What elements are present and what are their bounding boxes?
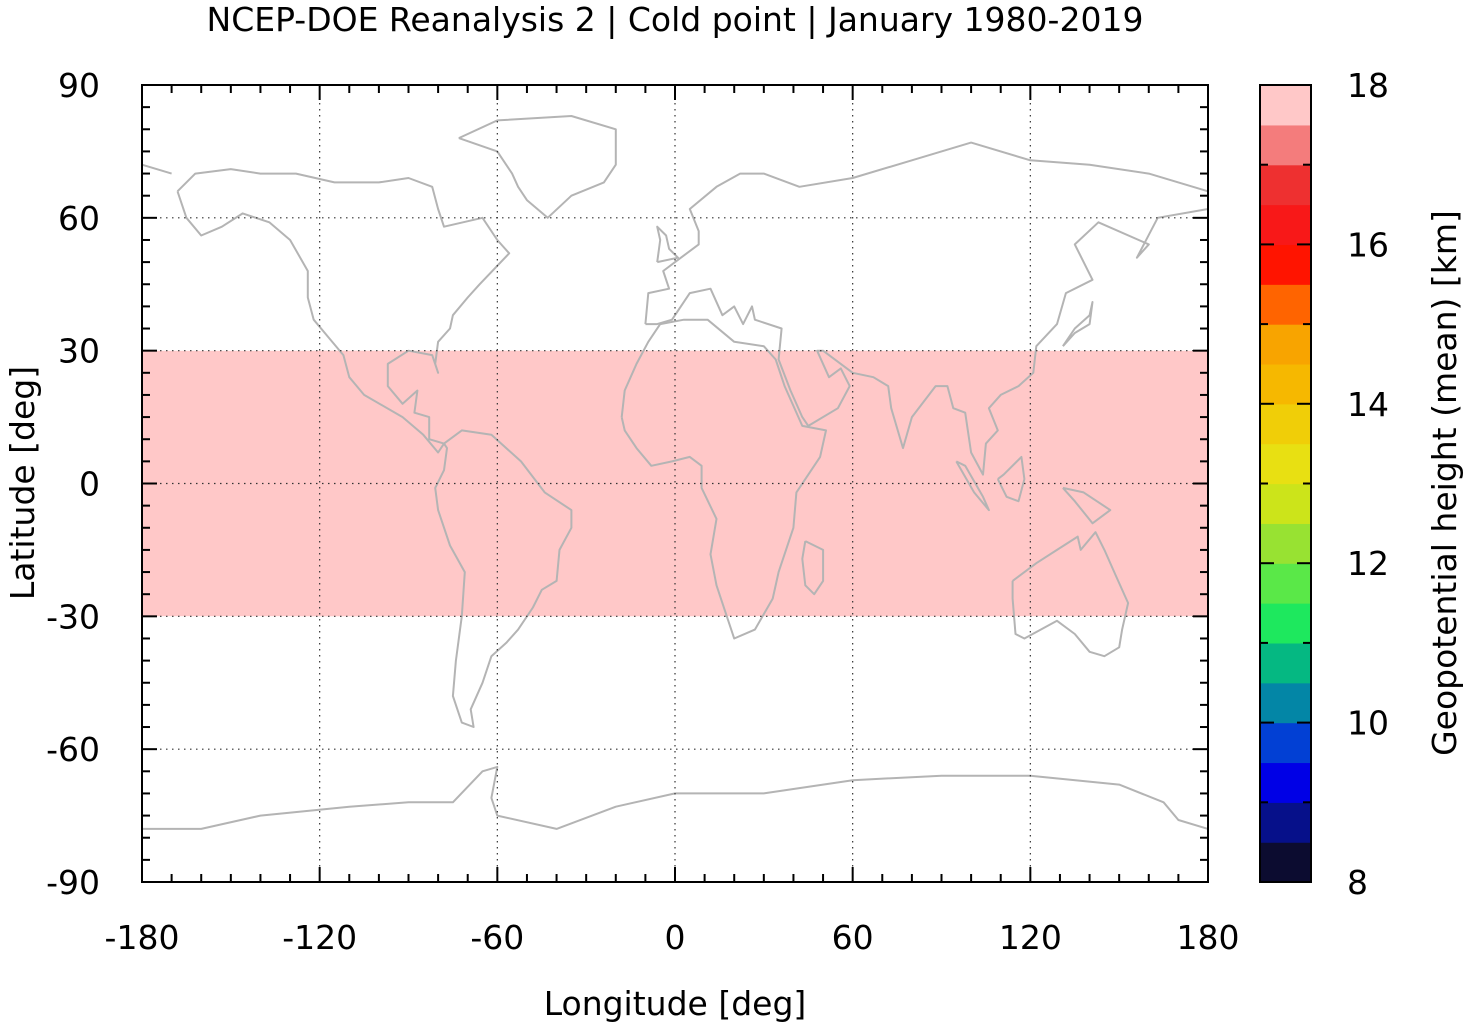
y-tick-labels: -90 -60 -30 0 30 60 90 xyxy=(46,66,100,902)
colorbar-swatch xyxy=(1260,483,1311,524)
coastline-12 xyxy=(1062,486,1112,525)
colorbar-label: Geopotential height (mean) [km] xyxy=(1425,210,1464,756)
heatmap-region-4 xyxy=(817,576,1001,617)
colorbar-tick-label: 8 xyxy=(1347,863,1368,902)
heatmap-region-3 xyxy=(550,510,732,617)
chart-title: NCEP-DOE Reanalysis 2 | Cold point | Jan… xyxy=(207,0,1144,39)
coastline-7 xyxy=(801,540,825,596)
colorbar-swatch xyxy=(1260,363,1311,405)
colorbar-swatch xyxy=(1260,244,1311,285)
y-tick-label: 60 xyxy=(58,199,100,238)
colorbar-tick-label: 14 xyxy=(1347,385,1389,424)
coastline-10 xyxy=(955,460,990,512)
x-tick-label: -120 xyxy=(282,918,357,957)
plot-area xyxy=(142,350,1208,617)
coastline-0 xyxy=(176,168,511,454)
colorbar-swatch xyxy=(1260,85,1311,126)
colorbar-tick-label: 18 xyxy=(1347,66,1389,105)
colorbar-swatch xyxy=(1260,682,1311,724)
colorbar-swatch xyxy=(1260,642,1311,684)
x-tick-labels: -180 -120 -60 0 60 120 180 xyxy=(105,918,1240,957)
colorbar-swatch xyxy=(1260,842,1311,883)
coastline-outlines xyxy=(141,115,1209,830)
y-tick-label: 90 xyxy=(58,66,100,105)
colorbar-swatch xyxy=(1260,124,1311,166)
colorbar-swatch xyxy=(1260,324,1311,365)
y-tick-label: 0 xyxy=(79,465,100,504)
coastline-5 xyxy=(458,115,617,219)
colorbar-swatch xyxy=(1260,523,1311,564)
x-axis-label: Longitude [deg] xyxy=(544,984,807,1023)
coastline-6 xyxy=(142,765,1209,830)
colorbar-swatch xyxy=(1260,603,1311,644)
x-tick-label: -180 xyxy=(105,918,180,957)
coastline-13 xyxy=(141,163,172,175)
coastline-9 xyxy=(1062,301,1094,347)
heatmap-region-1 xyxy=(251,350,542,617)
colorbar-swatch xyxy=(1260,563,1311,604)
coastline-2 xyxy=(620,318,827,640)
x-tick-label: 120 xyxy=(999,918,1062,957)
coastline-4 xyxy=(1011,531,1130,658)
colorbar xyxy=(1259,84,1312,883)
x-tick-label: 0 xyxy=(665,918,686,957)
coastline-8 xyxy=(656,225,679,264)
colorbar-swatch xyxy=(1260,722,1311,764)
colorbar-swatch xyxy=(1260,443,1311,485)
y-tick-label: -30 xyxy=(46,597,100,636)
colorbar-swatch xyxy=(1260,762,1311,803)
heatmap-region-5 xyxy=(917,350,989,378)
colorbar-swatch xyxy=(1260,802,1311,843)
y-axis-label: Latitude [deg] xyxy=(3,366,42,600)
coastline-11 xyxy=(996,455,1026,503)
gridlines xyxy=(142,85,1208,882)
colorbar-tick-label: 12 xyxy=(1347,544,1389,583)
colorbar-swatch xyxy=(1260,164,1311,206)
colorbar-swatch xyxy=(1260,284,1311,325)
y-tick-label: -60 xyxy=(46,730,100,769)
x-tick-label: 180 xyxy=(1177,918,1240,957)
heatmap-region-2 xyxy=(586,350,853,440)
axis-ticks xyxy=(141,84,1209,883)
coastline-1 xyxy=(434,429,573,728)
y-tick-label: -90 xyxy=(46,863,100,902)
x-tick-label: 60 xyxy=(832,918,874,957)
colorbar-swatch xyxy=(1260,403,1311,445)
y-tick-label: 30 xyxy=(58,332,100,371)
colorbar-tick-label: 16 xyxy=(1347,225,1389,264)
colorbar-tick-label: 10 xyxy=(1347,704,1389,743)
x-tick-label: -60 xyxy=(470,918,524,957)
colorbar-swatch xyxy=(1260,204,1311,245)
colorbar-tick-labels: 8 10 12 14 16 18 xyxy=(1347,66,1389,902)
coastline-3 xyxy=(644,141,1209,476)
